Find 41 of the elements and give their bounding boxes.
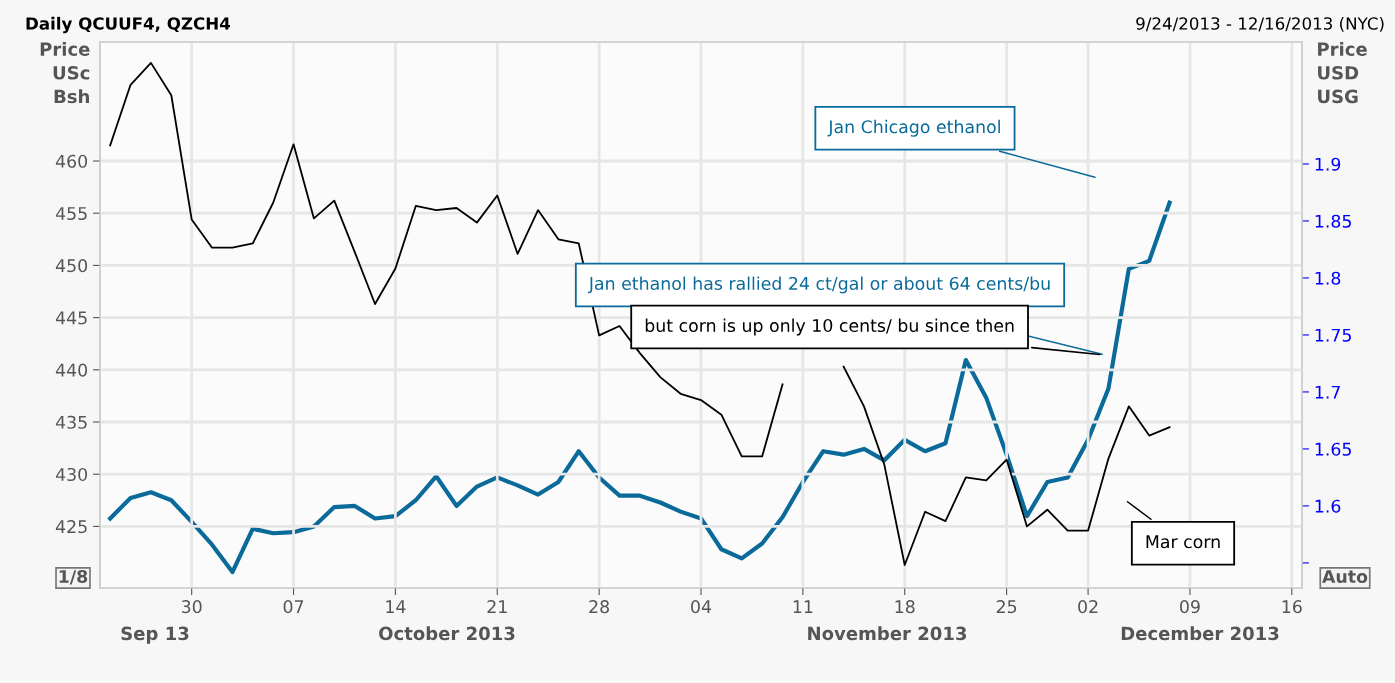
y2-tick-label: 1.7	[1315, 385, 1340, 399]
y-tick-label: 455	[55, 207, 87, 221]
y2-tick-label: 1.6	[1315, 499, 1341, 513]
annotation: Jan Chicago ethanol	[827, 119, 1000, 137]
y-tick-label: 445	[55, 311, 87, 325]
x-tick-label: 09	[1180, 600, 1200, 614]
y2-tick-label: 1.85	[1315, 214, 1351, 228]
x-tick-label: 07	[283, 600, 304, 614]
annotation: Mar corn	[1146, 535, 1220, 549]
y-tick-label: 425	[55, 520, 87, 534]
text: 9/24/2013 - 12/16/2013 (NYC)	[1136, 16, 1384, 32]
x-tick-label: 25	[996, 600, 1017, 614]
x-tick-label: 28	[589, 600, 609, 614]
y-tick-label: 435	[55, 415, 87, 429]
y-tick-label: 450	[55, 259, 88, 273]
x-tick-label: 30	[181, 600, 202, 614]
text: Sep 13	[121, 626, 189, 644]
chart-title: Daily QCUUF4, QZCH4	[26, 16, 231, 34]
y2-tick-label: 1.75	[1315, 328, 1351, 342]
y-tick-label: 460	[55, 154, 88, 168]
x-tick-label: 04	[691, 600, 712, 614]
text: December 2013	[1121, 626, 1279, 641]
annotation: but corn is up only 10 cents/ bu since then	[645, 318, 1014, 336]
text: Auto	[1322, 570, 1368, 584]
x-tick-label: 02	[1078, 600, 1098, 614]
annotation: Jan ethanol has rallied 24 ct/gal or about 64 cents/bu	[587, 276, 1050, 294]
y2-tick-label: 1.9	[1315, 157, 1341, 171]
x-tick-label: 14	[386, 600, 406, 613]
y-tick-label: 440	[55, 363, 88, 377]
x-tick-label: 11	[793, 600, 813, 613]
y-tick-label: 430	[55, 467, 88, 482]
y2-tick-label: 1.8	[1315, 271, 1341, 285]
y2-tick-label: 1.65	[1315, 442, 1351, 456]
x-tick-label: 21	[487, 600, 507, 613]
text: November 2013	[808, 626, 967, 641]
x-tick-label: 18	[895, 600, 915, 614]
x-tick-label: 16	[1282, 600, 1302, 614]
y-axis-title: Price USc Bsh	[40, 42, 90, 104]
text: 1/8	[59, 569, 88, 585]
y2-axis-title: Price USD USG	[1318, 42, 1367, 104]
text: October 2013	[379, 626, 515, 641]
